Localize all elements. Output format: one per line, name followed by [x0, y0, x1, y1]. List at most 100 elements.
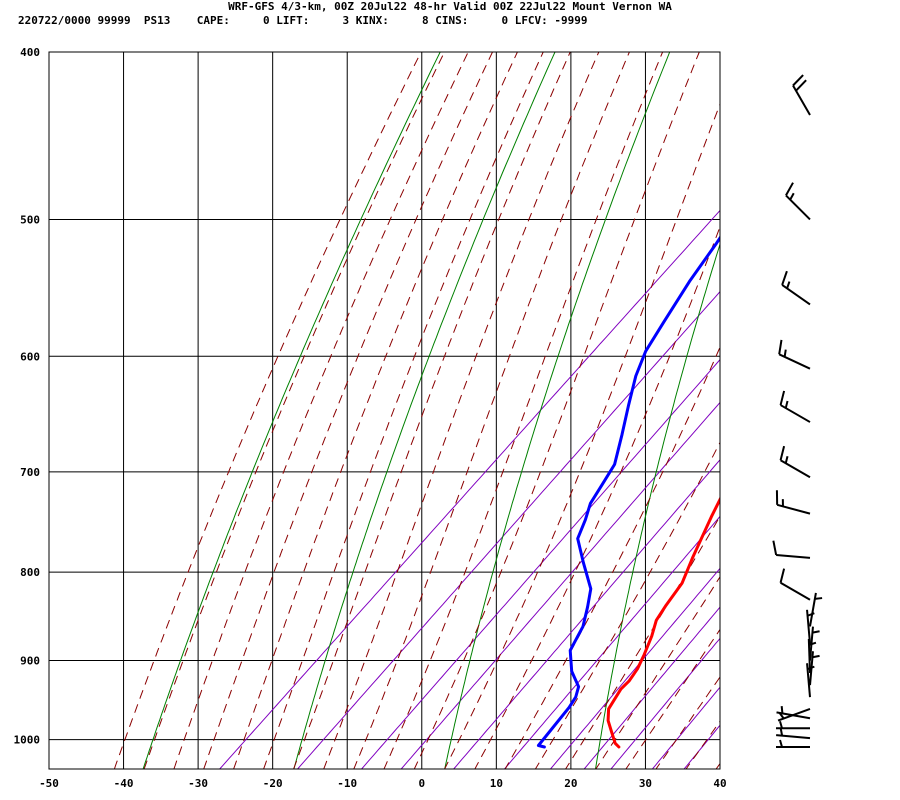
moist-adiabat-line: [625, 628, 720, 769]
mixing-ratio-line: [651, 686, 720, 769]
wind-barb: [779, 568, 811, 601]
wind-barb: [779, 445, 811, 479]
wind-barb-half-feather: [779, 739, 783, 748]
wind-barb-half-feather: [814, 597, 823, 600]
moist-adiabat-line: [413, 52, 700, 769]
wind-barb: [781, 270, 811, 306]
y-tick-label: 1000: [14, 734, 41, 747]
moist-adiabat-line: [383, 52, 664, 769]
dry-adiabat-line: [745, 14, 900, 784]
x-tick-label: -40: [114, 777, 134, 790]
mixing-ratio-line: [549, 567, 720, 769]
wind-barb-half-feather: [812, 654, 820, 659]
wind-barb-half-feather: [780, 706, 784, 714]
profile-lines: [536, 235, 720, 749]
mixing-ratio-line: [583, 606, 720, 769]
x-tick-label: 20: [564, 777, 577, 790]
mixing-ratio-line: [400, 401, 720, 769]
y-tick-label: 500: [20, 213, 40, 226]
dry-adiabat-line: [444, 52, 671, 769]
wind-barb: [776, 720, 810, 730]
sounding-indices-line: 220722/0000 99999 PS13 CAPE: 0 LIFT: 3 K…: [18, 14, 588, 27]
x-tick-label: 40: [713, 777, 726, 790]
wind-barb-half-feather: [778, 712, 785, 720]
axis-labels: -50 -40 -30 -20 -10 0 10 20 30 40 400 500 600 700 800 9…: [14, 46, 727, 790]
pressure-grid: [49, 52, 720, 769]
wind-barb-feather: [795, 79, 807, 92]
y-tick-label: 800: [20, 566, 40, 579]
mixing-ratio-lines: [219, 209, 720, 769]
moist-adiabat-line: [595, 576, 720, 769]
wind-barb-half-feather: [789, 192, 795, 201]
wind-barb: [809, 626, 820, 661]
wind-barb-half-feather: [808, 641, 817, 646]
dry-adiabat-line: [594, 242, 720, 769]
wind-barb: [775, 490, 811, 515]
moist-adiabat-line: [233, 52, 518, 769]
wind-barbs: [772, 74, 823, 749]
plot-frame: [48, 51, 721, 770]
wind-barb: [785, 182, 811, 221]
y-tick-label: 600: [20, 350, 40, 363]
wind-barb: [809, 651, 820, 686]
mixing-ratio-line: [219, 209, 720, 769]
mixing-ratio-line: [610, 637, 720, 769]
moist-adiabat-line: [323, 52, 600, 769]
wind-barb-half-feather: [784, 455, 789, 464]
x-tick-label: -50: [39, 777, 59, 790]
moist-adiabat-line: [655, 676, 720, 769]
wind-barb: [809, 592, 823, 627]
moist-adiabat-line: [565, 515, 720, 769]
moist-adiabat-line: [353, 52, 630, 769]
mixing-ratio-line: [453, 459, 720, 769]
wind-barb-half-feather: [784, 400, 789, 409]
wind-barb: [776, 739, 810, 749]
wind-barb-half-feather: [779, 720, 783, 729]
moist-adiabat-line: [685, 720, 720, 769]
wind-barb-feather: [772, 540, 778, 556]
moist-adiabat-line: [444, 102, 720, 769]
y-tick-label: 700: [20, 466, 40, 479]
y-tick-label: 400: [20, 46, 40, 59]
dry-adiabat-line: [897, 14, 900, 784]
dewpoint-profile-line: [536, 235, 720, 749]
wind-barb-half-feather: [812, 630, 820, 634]
moist-adiabat-line: [504, 346, 720, 769]
moist-adiabat-line: [293, 52, 571, 769]
wind-barb: [776, 728, 811, 740]
wind-barb-shaft: [780, 581, 811, 601]
wind-barb-feather: [785, 182, 794, 196]
wind-barb-half-feather: [783, 349, 787, 357]
wind-barb: [772, 540, 811, 559]
x-tick-label: 30: [639, 777, 652, 790]
moist-adiabat-line: [534, 441, 720, 769]
wind-barb: [778, 339, 811, 370]
mixing-ratio-line: [360, 358, 720, 769]
moist-adiabat-line: [715, 762, 720, 769]
moist-adiabats: [113, 52, 720, 769]
wind-barb-feather: [781, 270, 788, 286]
y-tick-label: 900: [20, 655, 40, 668]
dry-adiabat-line: [293, 52, 556, 769]
mixing-ratio-line: [503, 515, 720, 769]
temperature-profile-line: [606, 496, 720, 749]
dry-adiabats: [142, 14, 900, 784]
wind-barb-half-feather: [786, 281, 791, 289]
wind-barb-feather: [779, 568, 786, 583]
moist-adiabat-line: [263, 52, 544, 769]
wind-barb-feather: [779, 390, 786, 406]
wind-barb: [779, 390, 811, 423]
mixing-ratio-line: [683, 724, 720, 769]
moist-adiabat-line: [173, 52, 469, 769]
wind-barb: [777, 707, 811, 722]
x-tick-label: 10: [490, 777, 503, 790]
wind-barb-feather: [778, 339, 783, 355]
mixing-ratio-line: [296, 290, 720, 769]
moist-adiabat-line: [113, 52, 422, 769]
x-tick-label: -20: [263, 777, 283, 790]
wind-barb-feather: [792, 74, 804, 87]
chart-title: WRF-GFS 4/3-km, 00Z 20Jul22 48-hr Valid …: [228, 0, 672, 13]
x-tick-label: 0: [418, 777, 425, 790]
moist-adiabat-line: [474, 225, 720, 769]
